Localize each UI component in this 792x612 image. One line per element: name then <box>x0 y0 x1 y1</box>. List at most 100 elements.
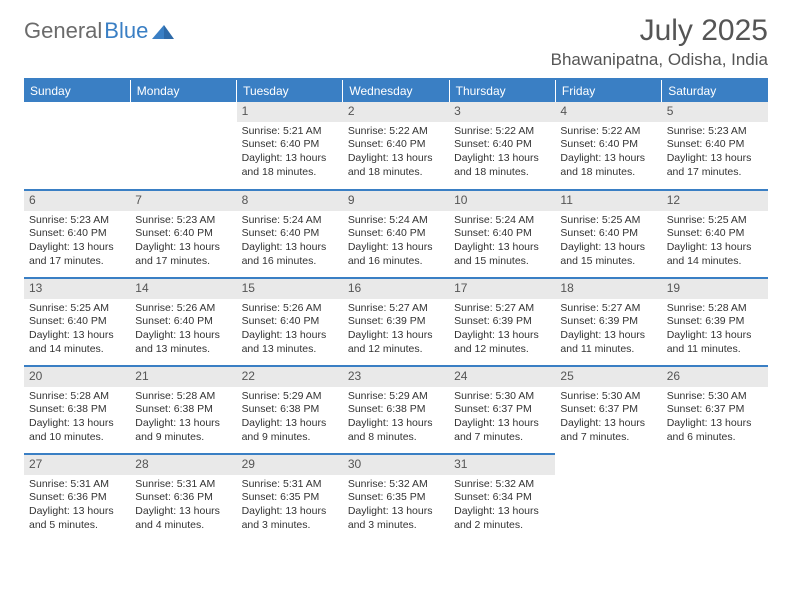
sunrise-text: Sunrise: 5:27 AM <box>348 302 444 316</box>
sunrise-text: Sunrise: 5:28 AM <box>29 390 125 404</box>
day-header: Friday <box>555 79 661 102</box>
calendar-day-cell: 14Sunrise: 5:26 AMSunset: 6:40 PMDayligh… <box>130 278 236 366</box>
sunset-text: Sunset: 6:40 PM <box>135 227 231 241</box>
daylight-text: and 14 minutes. <box>29 343 125 357</box>
day-number: 15 <box>237 279 343 299</box>
calendar-day-cell: 24Sunrise: 5:30 AMSunset: 6:37 PMDayligh… <box>449 366 555 454</box>
calendar-page: GeneralBlue July 2025 Bhawanipatna, Odis… <box>0 0 792 562</box>
sunrise-text: Sunrise: 5:28 AM <box>667 302 763 316</box>
sunset-text: Sunset: 6:34 PM <box>454 491 550 505</box>
day-number: 26 <box>662 367 768 387</box>
daylight-text: Daylight: 13 hours <box>560 241 656 255</box>
daylight-text: and 2 minutes. <box>454 519 550 533</box>
sunset-text: Sunset: 6:38 PM <box>242 403 338 417</box>
daylight-text: Daylight: 13 hours <box>242 417 338 431</box>
calendar-day-cell: 4Sunrise: 5:22 AMSunset: 6:40 PMDaylight… <box>555 102 661 190</box>
daylight-text: and 18 minutes. <box>560 166 656 180</box>
daylight-text: and 16 minutes. <box>348 255 444 269</box>
calendar-day-cell: 8Sunrise: 5:24 AMSunset: 6:40 PMDaylight… <box>237 190 343 278</box>
sunrise-text: Sunrise: 5:22 AM <box>348 125 444 139</box>
day-details: Sunrise: 5:27 AMSunset: 6:39 PMDaylight:… <box>555 299 661 361</box>
day-details: Sunrise: 5:21 AMSunset: 6:40 PMDaylight:… <box>237 122 343 184</box>
day-details: Sunrise: 5:29 AMSunset: 6:38 PMDaylight:… <box>237 387 343 449</box>
daylight-text: and 7 minutes. <box>560 431 656 445</box>
day-details: Sunrise: 5:24 AMSunset: 6:40 PMDaylight:… <box>449 211 555 273</box>
calendar-day-cell: 7Sunrise: 5:23 AMSunset: 6:40 PMDaylight… <box>130 190 236 278</box>
calendar-day-cell: 10Sunrise: 5:24 AMSunset: 6:40 PMDayligh… <box>449 190 555 278</box>
sunrise-text: Sunrise: 5:22 AM <box>560 125 656 139</box>
daylight-text: and 7 minutes. <box>454 431 550 445</box>
daylight-text: Daylight: 13 hours <box>667 417 763 431</box>
calendar-day-cell: 27Sunrise: 5:31 AMSunset: 6:36 PMDayligh… <box>24 454 130 542</box>
daylight-text: Daylight: 13 hours <box>560 152 656 166</box>
sunset-text: Sunset: 6:40 PM <box>348 227 444 241</box>
sunset-text: Sunset: 6:35 PM <box>242 491 338 505</box>
daylight-text: Daylight: 13 hours <box>135 417 231 431</box>
daylight-text: Daylight: 13 hours <box>454 505 550 519</box>
daylight-text: Daylight: 13 hours <box>454 417 550 431</box>
day-details: Sunrise: 5:31 AMSunset: 6:36 PMDaylight:… <box>130 475 236 537</box>
sunrise-text: Sunrise: 5:29 AM <box>348 390 444 404</box>
calendar-day-cell: 18Sunrise: 5:27 AMSunset: 6:39 PMDayligh… <box>555 278 661 366</box>
calendar-day-cell: 9Sunrise: 5:24 AMSunset: 6:40 PMDaylight… <box>343 190 449 278</box>
daylight-text: Daylight: 13 hours <box>242 505 338 519</box>
calendar-week-row: 20Sunrise: 5:28 AMSunset: 6:38 PMDayligh… <box>24 366 768 454</box>
daylight-text: Daylight: 13 hours <box>560 417 656 431</box>
sunset-text: Sunset: 6:40 PM <box>242 315 338 329</box>
calendar-day-cell: 16Sunrise: 5:27 AMSunset: 6:39 PMDayligh… <box>343 278 449 366</box>
daylight-text: and 4 minutes. <box>135 519 231 533</box>
day-details: Sunrise: 5:23 AMSunset: 6:40 PMDaylight:… <box>130 211 236 273</box>
day-number: 21 <box>130 367 236 387</box>
calendar-day-cell <box>130 102 236 190</box>
calendar-day-cell: 11Sunrise: 5:25 AMSunset: 6:40 PMDayligh… <box>555 190 661 278</box>
day-number: 24 <box>449 367 555 387</box>
sunrise-text: Sunrise: 5:27 AM <box>454 302 550 316</box>
sunset-text: Sunset: 6:40 PM <box>348 138 444 152</box>
daylight-text: and 17 minutes. <box>29 255 125 269</box>
day-number: 11 <box>555 191 661 211</box>
sunrise-text: Sunrise: 5:31 AM <box>29 478 125 492</box>
sunset-text: Sunset: 6:38 PM <box>29 403 125 417</box>
daylight-text: and 9 minutes. <box>242 431 338 445</box>
day-details: Sunrise: 5:32 AMSunset: 6:34 PMDaylight:… <box>449 475 555 537</box>
sunset-text: Sunset: 6:39 PM <box>560 315 656 329</box>
day-number: 14 <box>130 279 236 299</box>
daylight-text: and 5 minutes. <box>29 519 125 533</box>
daylight-text: and 18 minutes. <box>348 166 444 180</box>
daylight-text: and 9 minutes. <box>135 431 231 445</box>
daylight-text: and 12 minutes. <box>454 343 550 357</box>
logo: GeneralBlue <box>24 18 174 44</box>
calendar-day-cell: 25Sunrise: 5:30 AMSunset: 6:37 PMDayligh… <box>555 366 661 454</box>
sunrise-text: Sunrise: 5:32 AM <box>454 478 550 492</box>
daylight-text: and 18 minutes. <box>454 166 550 180</box>
day-details: Sunrise: 5:26 AMSunset: 6:40 PMDaylight:… <box>130 299 236 361</box>
daylight-text: Daylight: 13 hours <box>135 329 231 343</box>
sunset-text: Sunset: 6:38 PM <box>135 403 231 417</box>
sunrise-text: Sunrise: 5:26 AM <box>135 302 231 316</box>
sunset-text: Sunset: 6:40 PM <box>135 315 231 329</box>
day-details: Sunrise: 5:30 AMSunset: 6:37 PMDaylight:… <box>449 387 555 449</box>
sunset-text: Sunset: 6:40 PM <box>667 227 763 241</box>
day-details: Sunrise: 5:29 AMSunset: 6:38 PMDaylight:… <box>343 387 449 449</box>
day-details: Sunrise: 5:31 AMSunset: 6:35 PMDaylight:… <box>237 475 343 537</box>
day-number: 13 <box>24 279 130 299</box>
calendar-day-cell <box>555 454 661 542</box>
calendar-day-cell: 30Sunrise: 5:32 AMSunset: 6:35 PMDayligh… <box>343 454 449 542</box>
calendar-day-cell: 22Sunrise: 5:29 AMSunset: 6:38 PMDayligh… <box>237 366 343 454</box>
calendar-week-row: 6Sunrise: 5:23 AMSunset: 6:40 PMDaylight… <box>24 190 768 278</box>
calendar-week-row: 27Sunrise: 5:31 AMSunset: 6:36 PMDayligh… <box>24 454 768 542</box>
day-header: Thursday <box>449 79 555 102</box>
daylight-text: and 6 minutes. <box>667 431 763 445</box>
calendar-day-cell: 5Sunrise: 5:23 AMSunset: 6:40 PMDaylight… <box>662 102 768 190</box>
day-number: 7 <box>130 191 236 211</box>
daylight-text: Daylight: 13 hours <box>135 241 231 255</box>
day-details: Sunrise: 5:23 AMSunset: 6:40 PMDaylight:… <box>24 211 130 273</box>
daylight-text: Daylight: 13 hours <box>454 241 550 255</box>
day-number: 8 <box>237 191 343 211</box>
calendar-day-cell: 28Sunrise: 5:31 AMSunset: 6:36 PMDayligh… <box>130 454 236 542</box>
day-number: 20 <box>24 367 130 387</box>
daylight-text: and 11 minutes. <box>560 343 656 357</box>
daylight-text: Daylight: 13 hours <box>454 329 550 343</box>
daylight-text: Daylight: 13 hours <box>454 152 550 166</box>
daylight-text: Daylight: 13 hours <box>667 241 763 255</box>
